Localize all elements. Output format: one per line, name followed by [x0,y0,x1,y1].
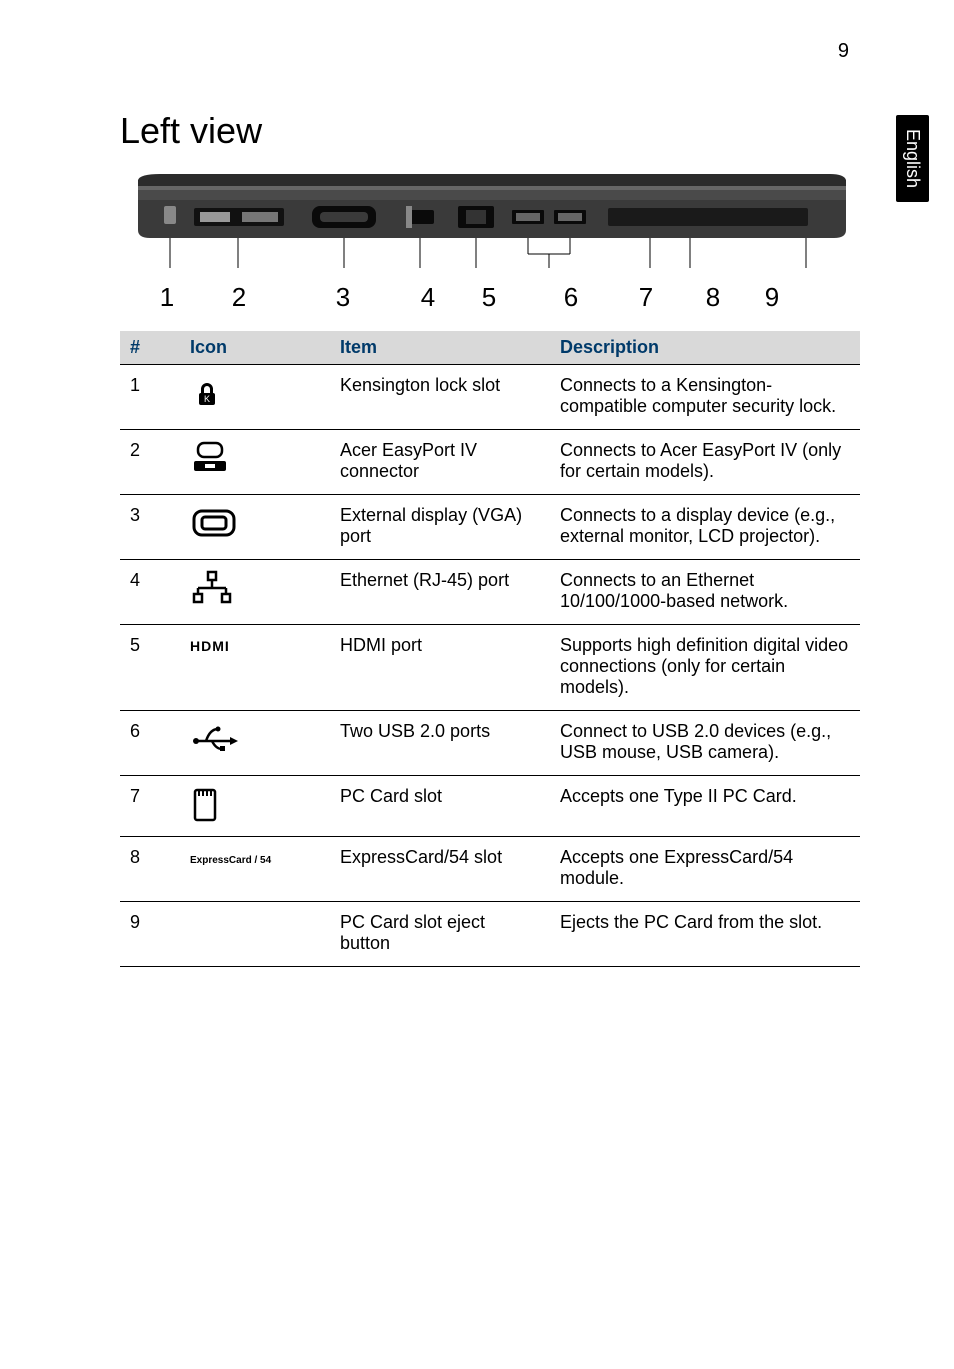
th-icon: Icon [180,331,330,365]
row-desc: Ejects the PC Card from the slot. [550,902,860,967]
table-row: 9 PC Card slot eject button Ejects the P… [120,902,860,967]
table-row: 8 ExpressCard / 54 ExpressCard/54 slot A… [120,837,860,902]
row-desc: Accepts one Type II PC Card. [550,776,860,837]
row-item: Kensington lock slot [330,365,550,430]
th-desc: Description [550,331,860,365]
callout-1: 1 [140,282,194,313]
table-row: 1 K Kensington lock slot Connects to a K… [120,365,860,430]
row-desc: Connects to Acer EasyPort IV (only for c… [550,430,860,495]
row-desc: Supports high definition digital video c… [550,625,860,711]
device-illustration: 1 2 3 4 5 6 7 8 9 [130,172,850,313]
row-number: 9 [120,902,180,967]
th-hash: # [120,331,180,365]
pc-card-icon [180,776,330,837]
row-number: 3 [120,495,180,560]
hdmi-icon: HDMI [180,625,330,711]
table-row: 3 External display (VGA) port Connects t… [120,495,860,560]
row-item: PC Card slot eject button [330,902,550,967]
callout-2: 2 [194,282,284,313]
table-row: 5 HDMI HDMI port Supports high definitio… [120,625,860,711]
section-heading: Left view [120,110,864,152]
language-tab: English [896,115,929,202]
callout-7: 7 [618,282,674,313]
page: 9 English Left view [0,0,954,1027]
callout-8: 8 [674,282,752,313]
row-item: PC Card slot [330,776,550,837]
row-number: 2 [120,430,180,495]
usb-icon [180,711,330,776]
th-item: Item [330,331,550,365]
row-number: 7 [120,776,180,837]
row-desc: Connects to a Kensington-compatible comp… [550,365,860,430]
callout-6: 6 [524,282,618,313]
no-icon [180,902,330,967]
callout-3: 3 [284,282,402,313]
page-number: 9 [838,40,849,63]
row-desc: Connects to a display device (e.g., exte… [550,495,860,560]
ports-table: # Icon Item Description 1 K Kensington l… [120,331,860,967]
row-number: 6 [120,711,180,776]
row-desc: Connects to an Ethernet 10/100/1000-base… [550,560,860,625]
callout-9: 9 [752,282,792,313]
row-item: Acer EasyPort IV connector [330,430,550,495]
row-number: 8 [120,837,180,902]
callout-5: 5 [454,282,524,313]
table-header-row: # Icon Item Description [120,331,860,365]
row-number: 4 [120,560,180,625]
row-number: 1 [120,365,180,430]
kensington-lock-icon: K [180,365,330,430]
row-item: Ethernet (RJ-45) port [330,560,550,625]
svg-text:K: K [204,394,210,404]
ethernet-icon [180,560,330,625]
vga-icon [180,495,330,560]
row-desc: Accepts one ExpressCard/54 module. [550,837,860,902]
expresscard-icon: ExpressCard / 54 [180,837,330,902]
table-row: 6 Two USB 2.0 ports Connect to USB 2.0 d… [120,711,860,776]
row-item: HDMI port [330,625,550,711]
callout-number-row: 1 2 3 4 5 6 7 8 9 [140,282,850,313]
row-item: Two USB 2.0 ports [330,711,550,776]
row-item: External display (VGA) port [330,495,550,560]
easyport-icon [180,430,330,495]
table-row: 2 Acer EasyPort IV connector Connects to… [120,430,860,495]
table-row: 4 Ethernet (RJ-45) port Connects to an E… [120,560,860,625]
row-number: 5 [120,625,180,711]
callout-4: 4 [402,282,454,313]
table-row: 7 PC Card slot Accepts one Type II PC Ca… [120,776,860,837]
laptop-left-side-svg [130,172,850,282]
row-item: ExpressCard/54 slot [330,837,550,902]
row-desc: Connect to USB 2.0 devices (e.g., USB mo… [550,711,860,776]
